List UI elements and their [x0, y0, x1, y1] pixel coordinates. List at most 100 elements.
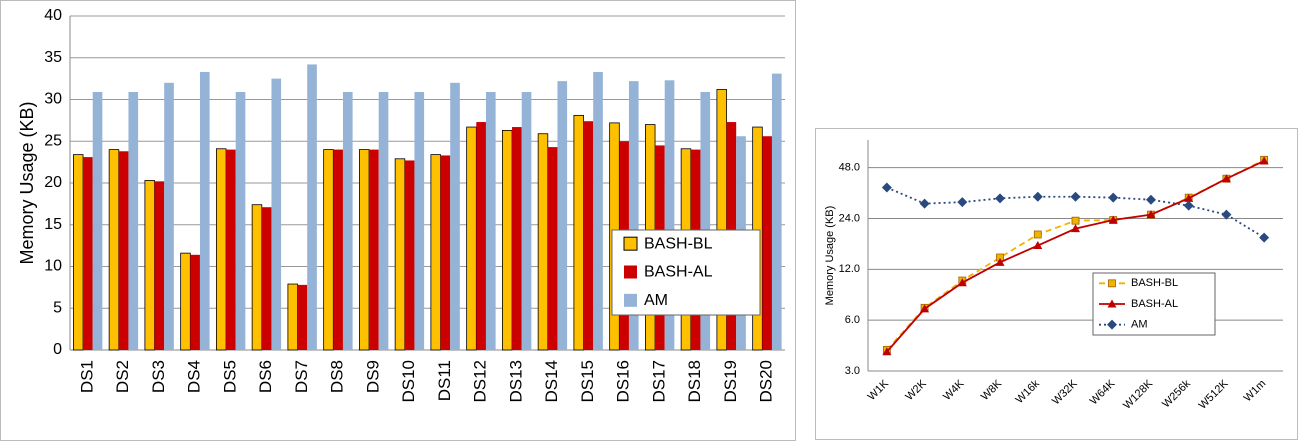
marker	[957, 197, 968, 208]
marker	[1221, 174, 1231, 183]
bar	[512, 127, 522, 351]
marker	[881, 182, 892, 193]
bar	[593, 71, 603, 350]
bar	[180, 252, 191, 351]
bar	[378, 91, 389, 351]
y-tick-label: 0	[53, 341, 62, 358]
bar	[199, 71, 210, 350]
bar	[547, 147, 558, 350]
bar	[261, 207, 272, 350]
bar	[573, 114, 584, 351]
x-tick-label: DS6	[256, 360, 275, 393]
bar	[440, 155, 451, 350]
marker	[1033, 241, 1043, 250]
marker	[1071, 216, 1080, 225]
x-tick-label: DS1	[77, 360, 96, 393]
marker	[882, 347, 892, 356]
x-tick-label: DS16	[614, 360, 633, 403]
y-tick-label: 24.0	[839, 212, 860, 224]
x-tick-label: DS3	[149, 360, 168, 393]
x-tick-label: DS18	[685, 360, 704, 403]
bar	[235, 91, 246, 351]
bar	[476, 122, 486, 350]
bar	[83, 157, 93, 350]
y-tick-label: 6.0	[845, 314, 860, 326]
y-tick-label: 10	[44, 258, 62, 275]
legend-label: AM	[1131, 319, 1148, 331]
marker	[1108, 192, 1119, 203]
bar	[342, 91, 353, 351]
marker	[1108, 215, 1118, 224]
marker	[1184, 193, 1194, 202]
bar	[144, 180, 155, 351]
legend-label: BASH-BL	[644, 235, 713, 252]
bar	[154, 181, 165, 350]
bar	[501, 129, 513, 351]
x-tick-label: DS7	[292, 360, 311, 393]
legend-label: AM	[644, 292, 668, 309]
bar	[72, 154, 84, 351]
bar	[583, 121, 594, 351]
bar	[521, 91, 532, 351]
bar	[430, 154, 441, 351]
bar	[333, 149, 343, 350]
bar	[287, 283, 298, 351]
y-tick-label: 15	[44, 216, 62, 233]
x-tick-label: DS10	[399, 360, 418, 403]
marker	[1145, 194, 1156, 205]
x-tick-label: DS20	[757, 360, 776, 403]
y-tick-label: 40	[44, 7, 62, 24]
x-tick-label: DS17	[649, 360, 668, 403]
legend-marker	[1107, 299, 1117, 308]
x-tick-label: DS14	[542, 360, 561, 403]
bar	[394, 158, 406, 351]
marker	[1146, 210, 1156, 219]
y-tick-label: 30	[44, 91, 62, 108]
marker	[920, 304, 930, 313]
bar	[414, 91, 425, 351]
marker	[957, 278, 967, 287]
x-tick-label: DS12	[471, 360, 490, 403]
y-tick-label: 3.0	[845, 365, 860, 377]
x-tick-label: DS2	[113, 360, 132, 393]
marker	[1070, 191, 1081, 202]
y-axis-label: Memory Usage (KB)	[17, 101, 37, 264]
bar	[307, 64, 317, 351]
legend-swatch	[624, 293, 637, 307]
bar	[404, 160, 415, 350]
bar	[557, 81, 568, 350]
line	[886, 186, 1265, 239]
y-tick-label: 25	[44, 132, 62, 149]
bar	[271, 78, 282, 350]
y-tick-label: 5	[53, 299, 62, 316]
bar	[190, 254, 200, 350]
bar	[108, 149, 120, 351]
x-tick-label: DS11	[435, 360, 454, 401]
legend-swatch	[624, 265, 637, 279]
bar	[215, 148, 227, 351]
bar	[118, 151, 129, 350]
marker	[1221, 209, 1232, 220]
bar	[369, 149, 379, 350]
bar	[297, 284, 308, 350]
x-tick-label: DS5	[220, 360, 239, 393]
marker	[995, 257, 1005, 266]
legend-label: BASH-AL	[644, 264, 713, 281]
marker	[919, 198, 930, 209]
x-tick-label: DS13	[506, 360, 525, 403]
legend-swatch	[623, 236, 638, 251]
bar	[628, 81, 639, 350]
bar	[164, 82, 174, 351]
y-axis-label: Memory Usage (KB)	[824, 206, 836, 306]
legend-label: BASH-AL	[1131, 298, 1178, 310]
bar	[323, 149, 334, 351]
bar	[485, 91, 496, 351]
x-tick-label: DS19	[721, 360, 740, 403]
marker	[1259, 232, 1270, 243]
x-tick-label: DS15	[578, 360, 597, 403]
y-tick-label: 35	[44, 49, 62, 66]
bar	[537, 133, 549, 351]
marker	[995, 193, 1006, 204]
marker	[1183, 200, 1194, 211]
